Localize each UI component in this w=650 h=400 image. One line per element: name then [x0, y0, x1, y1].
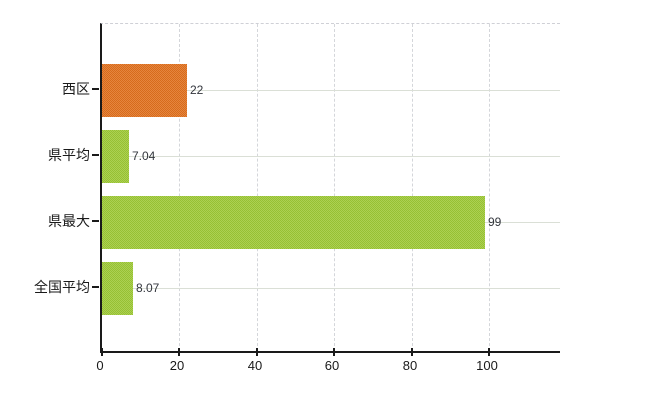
category-label: 県平均	[48, 147, 90, 163]
y-axis-tick	[92, 220, 99, 222]
y-axis-tick	[92, 88, 99, 90]
x-tick-label: 100	[476, 358, 498, 373]
value-label: 8.07	[136, 281, 160, 295]
x-axis-tick	[178, 348, 180, 356]
x-tick-label: 20	[169, 358, 185, 373]
x-axis-tick	[411, 348, 413, 356]
vertical-gridline	[179, 24, 180, 351]
chart-bar	[102, 261, 133, 315]
x-tick-label: 40	[247, 358, 263, 373]
category-label: 県最大	[48, 213, 90, 229]
horizontal-gridline	[102, 288, 560, 289]
x-axis-tick	[101, 348, 103, 356]
vertical-gridline	[257, 24, 258, 351]
category-label: 全国平均	[34, 279, 90, 295]
x-tick-label: 60	[324, 358, 340, 373]
y-axis-tick	[92, 286, 99, 288]
value-label: 7.04	[132, 149, 156, 163]
value-label: 99	[488, 215, 502, 229]
horizontal-gridline	[102, 90, 560, 91]
chart-bar	[102, 63, 187, 117]
plot-area: 22 7.04 99 8.07	[100, 23, 560, 356]
x-axis-tick	[333, 348, 335, 356]
x-tick-label: 0	[96, 358, 104, 373]
chart-bar	[102, 129, 129, 183]
vertical-gridline	[334, 24, 335, 351]
x-axis-tick	[488, 348, 490, 356]
vertical-gridline	[489, 24, 490, 351]
value-label: 22	[190, 83, 204, 97]
x-tick-label: 80	[402, 358, 418, 373]
horizontal-gridline	[102, 156, 560, 157]
category-label: 西区	[62, 81, 90, 97]
y-axis-tick	[92, 154, 99, 156]
chart-bar	[102, 195, 485, 249]
vertical-gridline	[412, 24, 413, 351]
x-axis-tick	[256, 348, 258, 356]
